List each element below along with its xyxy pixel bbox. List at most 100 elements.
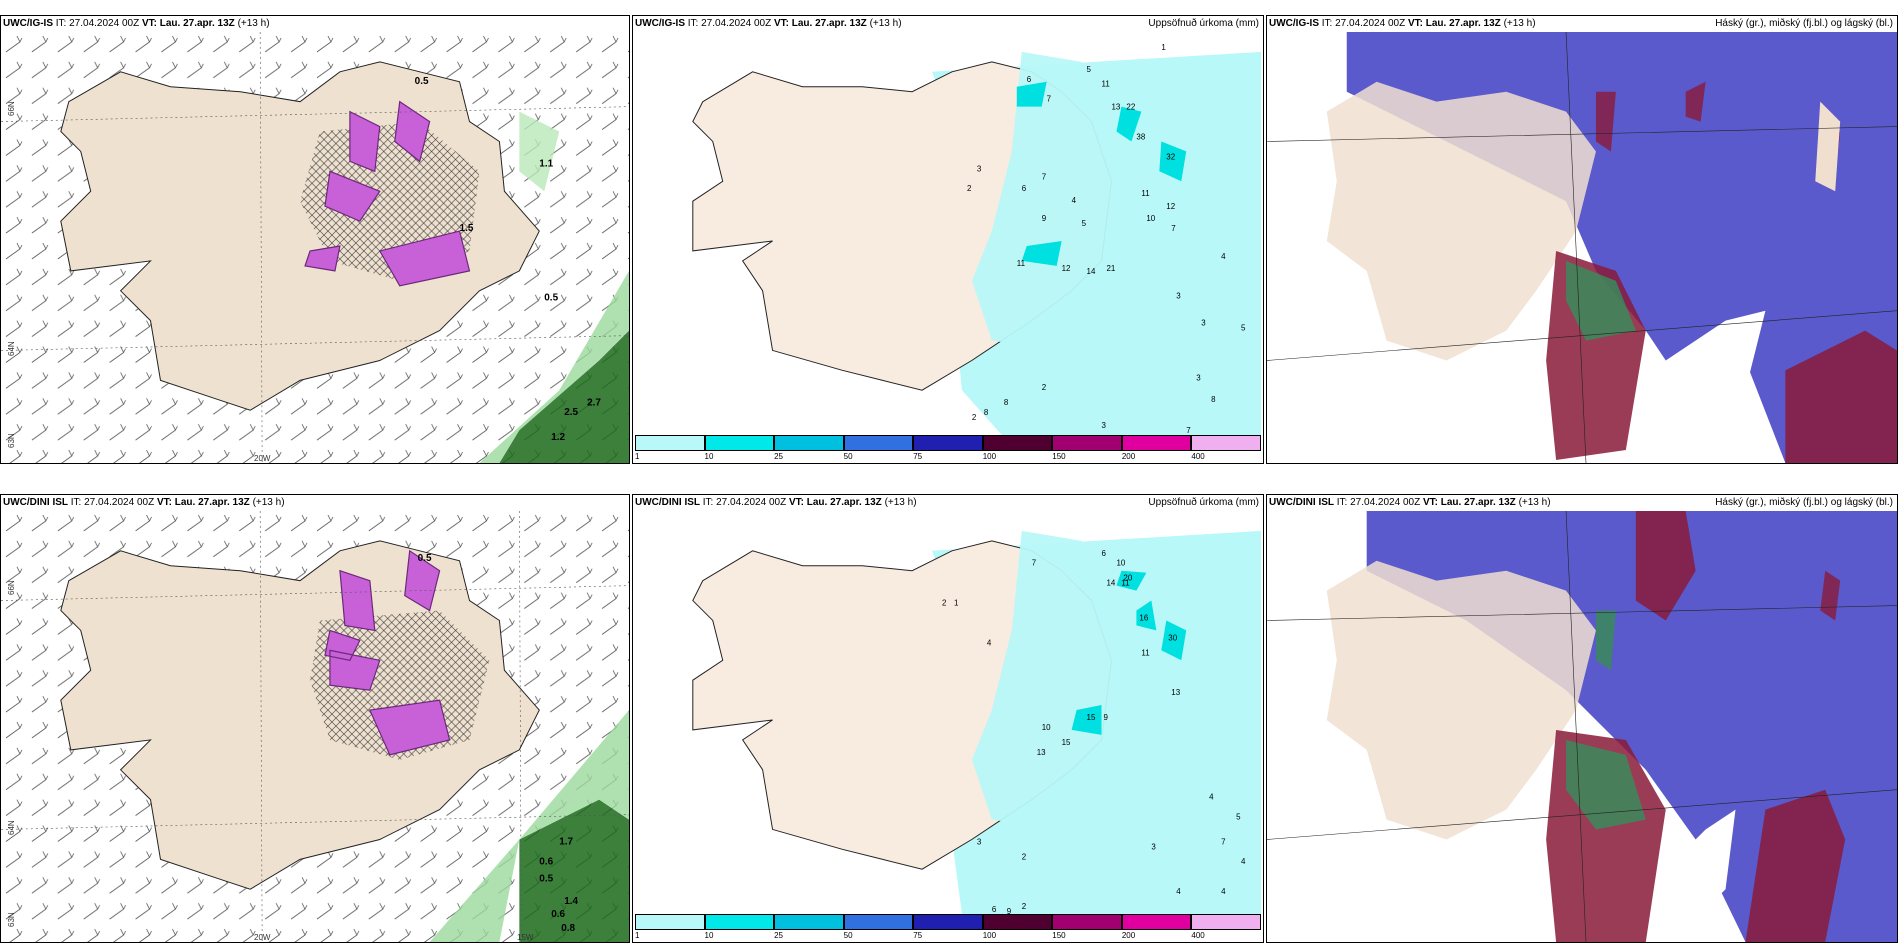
lat-label-63: 63N — [7, 433, 16, 448]
precip-label: 11 — [1017, 259, 1026, 268]
precip-label: 6 — [1022, 184, 1027, 193]
precip-label: 7 — [1042, 172, 1047, 181]
vt-label: VT: — [773, 18, 789, 29]
wx-label: 0.5 — [544, 293, 558, 304]
lead-time: (+13 h) — [1503, 18, 1536, 29]
lead-time: (+13 h) — [1518, 497, 1551, 508]
wx-label: 0.5 — [415, 76, 429, 87]
precip-label: 5 — [1082, 219, 1087, 228]
lon-label-20: 20W — [254, 454, 271, 463]
precip-label: 12 — [1062, 264, 1071, 273]
colorbar-segment — [704, 435, 775, 451]
precip-label: 2 — [1022, 902, 1027, 911]
colorbar-tick: 75 — [913, 452, 923, 461]
precip-label: 2 — [972, 413, 977, 422]
precip-label: 7 — [1047, 95, 1052, 104]
wx-label: 2.7 — [587, 397, 601, 408]
colorbar-tick: 400 — [1191, 931, 1205, 940]
colorbar-tick: 100 — [982, 931, 997, 940]
colorbar-segment — [774, 435, 844, 451]
colorbar-segment — [982, 914, 1053, 930]
valid-time: Lau. 27.apr. 13Z — [159, 18, 235, 29]
wx-label: 2.5 — [564, 407, 578, 418]
wx-label: 0.6 — [551, 909, 565, 920]
lead-time: (+13 h) — [884, 497, 917, 508]
colorbar-segment — [1121, 435, 1192, 451]
precip-label: 2 — [1022, 852, 1027, 861]
map-area[interactable]: 6 10 7 11 14 20 16 30 2 1 4 13 11 15 10 … — [633, 511, 1263, 914]
colorbar-tick: 200 — [1121, 452, 1136, 461]
precip-label: 4 — [1176, 887, 1181, 896]
precip-label: 9 — [1104, 713, 1109, 722]
precip-label: 7 — [1221, 837, 1226, 846]
colorbar: 1 10 25 50 75 100 150 200 400 — [635, 435, 1261, 461]
wx-label: 1.7 — [559, 836, 573, 847]
precip-label: 7 — [1032, 559, 1037, 568]
vt-label: VT: — [788, 497, 804, 508]
precip-label: 2 — [942, 599, 947, 608]
cloud-map-panel-bottom: UWC/DINI ISL IT: 27.04.2024 00Z VT: Lau.… — [1266, 494, 1898, 943]
precip-label: 6 — [1102, 549, 1107, 558]
colorbar: 1 10 25 50 75 100 150 200 400 — [635, 914, 1261, 940]
colorbar-segment — [913, 914, 983, 930]
precip-label: 8 — [1211, 395, 1216, 404]
wx-labels: 0.5 0.6 0.5 1.7 1.4 0.6 0.8 — [418, 553, 579, 934]
wx-label: 1.4 — [564, 896, 578, 907]
precip-label: 9 — [1007, 907, 1012, 914]
precip-label: 9 — [1042, 214, 1047, 223]
map-area[interactable]: 0.5 0.6 0.5 1.7 1.4 0.6 0.8 — [1, 511, 629, 942]
colorbar-segment — [704, 914, 775, 930]
init-time: IT: 27.04.2024 00Z — [702, 497, 787, 508]
precip-label: 15 — [1062, 738, 1071, 747]
colorbar-segment — [774, 914, 844, 930]
precip-label: 3 — [1201, 319, 1206, 328]
colorbar-segment — [1052, 914, 1122, 930]
model-name: UWC/DINI ISL — [3, 497, 68, 508]
init-time: IT: 27.04.2024 00Z — [1321, 18, 1406, 29]
colorbar-tick: 1 — [635, 452, 640, 461]
precip-label: 7 — [1186, 426, 1191, 435]
model-name: UWC/DINI ISL — [1269, 497, 1334, 508]
wx-label: 1.1 — [539, 158, 553, 169]
precip-label: 3 — [1151, 842, 1156, 851]
precip-label: 2 — [967, 184, 972, 193]
vt-label: VT: — [156, 497, 172, 508]
lead-time: (+13 h) — [237, 18, 270, 29]
precip-label: 3 — [1176, 292, 1181, 301]
lat-label-63: 63N — [7, 912, 16, 927]
weather-map-panel-bottom: UWC/DINI ISL IT: 27.04.2024 00Z VT: Lau.… — [0, 494, 630, 943]
lat-label-66: 66N — [7, 101, 16, 116]
precip-label: 1 — [954, 599, 959, 608]
precip-label: 5 — [1236, 812, 1241, 821]
panel-title: UWC/IG-IS IT: 27.04.2024 00Z VT: Lau. 27… — [1269, 18, 1536, 29]
valid-time: Lau. 27.apr. 13Z — [174, 497, 250, 508]
precip-label: 6 — [1027, 75, 1032, 84]
precip-label: 3 — [1196, 373, 1201, 382]
model-name: UWC/IG-IS — [3, 18, 53, 29]
lat-label-64: 64N — [7, 341, 16, 356]
colorbar-segment — [843, 435, 914, 451]
wx-label: 1.2 — [551, 432, 565, 443]
map-area[interactable]: 0.5 1.1 0.5 1.5 2.5 2.7 1.2 — [1, 32, 629, 463]
init-time: IT: 27.04.2024 00Z — [1336, 497, 1421, 508]
precip-label: 22 — [1126, 103, 1135, 112]
map-area[interactable] — [1267, 511, 1897, 942]
colorbar-segment — [1191, 914, 1261, 930]
colorbar-segment — [982, 435, 1053, 451]
valid-time: Lau. 27.apr. 13Z — [791, 18, 867, 29]
precip-label: 11 — [1102, 80, 1111, 89]
map-area[interactable]: 1 5 6 7 11 13 22 38 32 7 2 3 6 4 11 12 1… — [633, 32, 1263, 435]
precip-label: 3 — [977, 164, 982, 173]
precip-labels: 1 5 6 7 11 13 22 38 32 7 2 3 6 4 11 12 1… — [967, 43, 1246, 435]
weather-map-panel-top: UWC/IG-IS IT: 27.04.2024 00Z VT: Lau. 27… — [0, 15, 630, 464]
precip-label: 8 — [984, 408, 989, 417]
model-name: UWC/DINI ISL — [635, 497, 700, 508]
colorbar-tick: 50 — [843, 452, 853, 461]
precip-label: 3 — [1102, 421, 1107, 430]
map-area[interactable] — [1267, 32, 1897, 463]
wx-label: 1.5 — [460, 223, 474, 234]
init-time: IT: 27.04.2024 00Z — [70, 497, 155, 508]
precip-label: 2 — [1042, 383, 1047, 392]
precip-label: 12 — [1166, 202, 1175, 211]
precip-label: 20 — [1123, 574, 1132, 583]
